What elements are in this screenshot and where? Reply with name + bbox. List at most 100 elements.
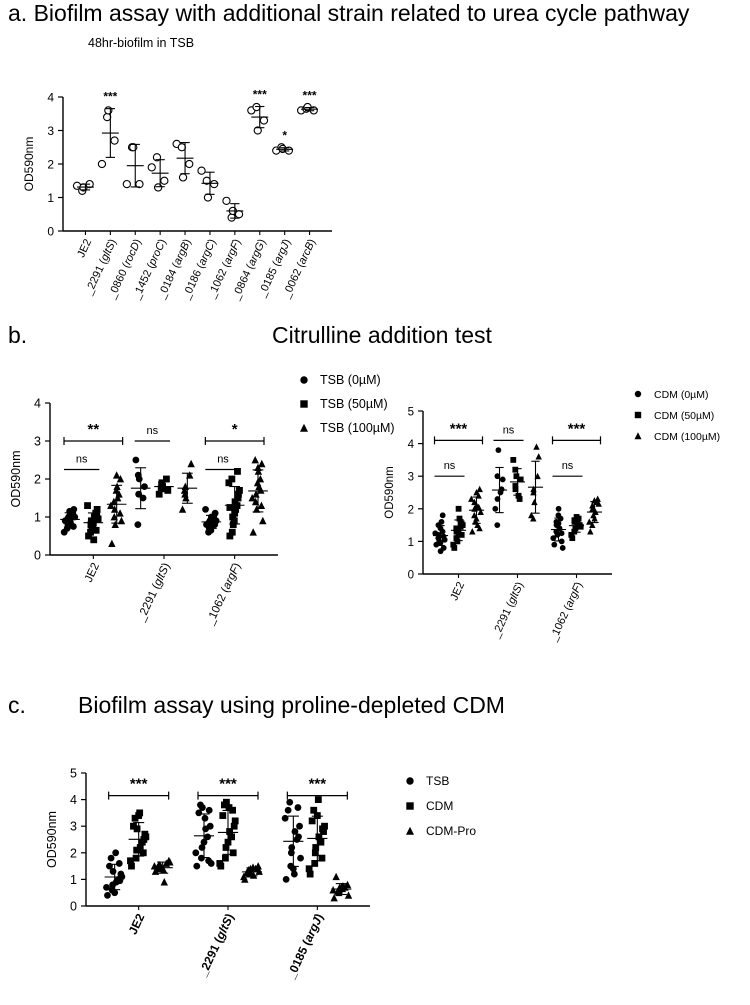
chart-a-x-tick-label: JE2 xyxy=(75,237,94,259)
panel-c-title: Biofilm assay using proline-depleted CDM xyxy=(78,692,505,718)
chart-b2-point xyxy=(572,525,579,532)
chart-b2-y-tick-label: 0 xyxy=(408,570,414,582)
chart-a-y-tick-label: 0 xyxy=(47,225,54,239)
chart-b2-point xyxy=(475,503,482,511)
chart-a-point xyxy=(185,159,194,169)
chart-b1-point xyxy=(248,494,256,502)
chart-b1-point xyxy=(225,479,233,487)
chart-b2-point xyxy=(512,483,519,489)
chart-b2-bracket-label: *** xyxy=(450,420,468,437)
chart-b2-point xyxy=(550,535,557,542)
chart-c-x-tick-label: _0185 (argJ) xyxy=(283,911,326,981)
chart-c-point xyxy=(295,833,302,841)
chart-b1-point xyxy=(234,494,242,502)
chart-b1-point xyxy=(116,475,125,483)
chart-b1-point xyxy=(110,497,118,506)
chart-b2-point xyxy=(516,496,523,502)
chart-b1-x-tick-label: _1062 (argF) xyxy=(204,561,243,627)
chart-c-point xyxy=(205,857,213,865)
chart-c-point xyxy=(230,822,238,830)
chart-b1-point xyxy=(111,520,119,528)
chart-c-point xyxy=(332,872,340,881)
chart-c-point xyxy=(329,886,337,894)
chart-b2-y-tick-label: 1 xyxy=(408,537,414,549)
chart-b2-point xyxy=(477,508,484,515)
chart-b2-point xyxy=(494,522,501,528)
chart-b2-point xyxy=(533,443,540,450)
chart-b2-point xyxy=(517,476,524,483)
panel-a-title: a. Biofilm assay with additional strain … xyxy=(8,0,690,26)
chart-b1-point xyxy=(257,501,266,509)
chart-c-point xyxy=(231,817,239,825)
chart-b1-point xyxy=(107,501,115,509)
chart-b2-point xyxy=(586,518,593,525)
chart-c-point xyxy=(112,849,120,857)
chart-b2-point xyxy=(512,466,519,473)
chart-b2-point xyxy=(513,473,520,480)
chart-c-point xyxy=(107,854,115,862)
chart-b1-legend-label: TSB (50µM) xyxy=(320,397,388,411)
chart-a-point xyxy=(209,179,219,189)
chart-b1-bracket-label: * xyxy=(232,421,238,438)
chart-c-point xyxy=(318,854,326,862)
chart-b1-legend-label: TSB (0µM) xyxy=(320,373,381,387)
chart-c-legend-label: TSB xyxy=(426,774,449,788)
chart-b1-point xyxy=(187,459,195,468)
chart-a-y-tick-label: 2 xyxy=(47,158,54,172)
chart-c-point xyxy=(319,825,326,833)
chart-b2-point xyxy=(494,473,501,480)
chart-b1-point xyxy=(108,539,116,547)
chart-b1-bracket-label: ns xyxy=(76,454,88,466)
chart-b2-point xyxy=(589,521,596,528)
chart-c-y-tick-label: 3 xyxy=(70,820,77,834)
chart-c-point xyxy=(133,825,141,833)
chart-c-y-axis-label: OD590nm xyxy=(45,811,59,868)
chart-b1-point xyxy=(84,502,91,509)
chart-b1-bracket-label: ** xyxy=(87,421,99,438)
chart-b1-point xyxy=(93,511,101,519)
chart-c-point xyxy=(289,865,297,873)
chart-c-point xyxy=(204,833,212,841)
chart-c-point xyxy=(127,857,134,865)
chart-c-point xyxy=(294,804,302,811)
chart-b2-bracket-label: ns xyxy=(503,424,515,436)
chart-c-point xyxy=(288,844,296,851)
chart-a-point xyxy=(177,143,186,152)
chart-b1-point xyxy=(229,521,237,528)
chart-c-x-tick-label: _2291 (gltS) xyxy=(195,911,237,979)
chart-b2-point xyxy=(438,518,445,525)
chart-c-point xyxy=(290,870,298,878)
chart-c-point xyxy=(193,862,201,870)
chart-b1-point xyxy=(134,471,142,479)
chart-c-point xyxy=(130,822,137,830)
chart-b2-bracket-label: ns xyxy=(562,460,574,472)
chart-c-legend-marker xyxy=(406,826,414,835)
chart-b2-x-tick-label: JE2 xyxy=(448,580,467,602)
chart-c-point xyxy=(255,867,263,875)
chart-b2-point xyxy=(468,495,475,502)
chart-b1-point xyxy=(90,536,98,544)
chart-b1-point xyxy=(226,532,234,540)
chart-c-point xyxy=(104,891,111,899)
chart-b1-point xyxy=(94,515,102,523)
chart-b2-point xyxy=(555,505,562,512)
chart-c-point xyxy=(133,846,141,854)
panel-b-title: Citrulline addition test xyxy=(272,322,492,348)
panel-b-label: b. xyxy=(8,322,28,348)
chart-c-legend-label: CDM xyxy=(426,799,453,813)
chart-b1-y-axis-label: OD590nm xyxy=(9,451,23,508)
chart-a-point xyxy=(122,179,131,189)
chart-b2-legend-marker xyxy=(634,390,642,398)
chart-c-point xyxy=(223,798,230,806)
chart-b1-point xyxy=(92,526,100,534)
chart-c-point xyxy=(198,854,205,862)
chart-b2-point xyxy=(439,512,446,519)
chart-c-point xyxy=(305,865,313,873)
chart-b1-point xyxy=(134,521,142,528)
chart-b2-point xyxy=(568,531,575,538)
chart-b1-legend-marker xyxy=(300,400,308,408)
chart-b1-point xyxy=(158,481,165,489)
chart-b2-point xyxy=(535,453,542,460)
chart-b1-point xyxy=(256,475,265,483)
chart-c-point xyxy=(222,854,229,862)
